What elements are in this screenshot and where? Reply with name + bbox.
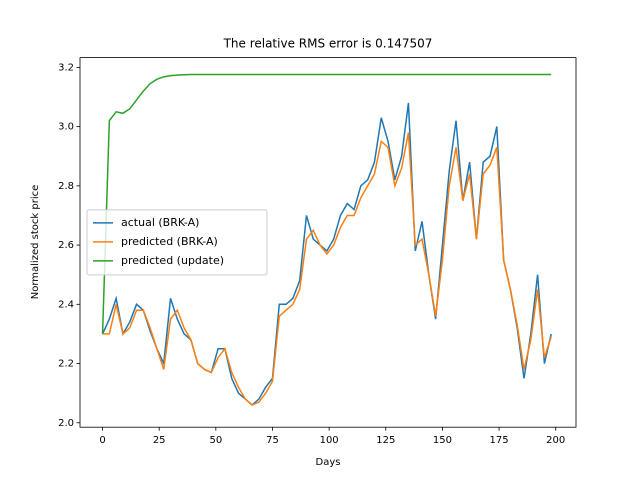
y-tick-label: 2.2 (58, 359, 74, 370)
y-tick-label: 3.2 (58, 62, 74, 73)
x-tick-label: 125 (376, 435, 395, 446)
chart-title: The relative RMS error is 0.147507 (223, 37, 433, 51)
y-tick-label: 2.6 (58, 240, 74, 251)
series-line (101, 73, 552, 334)
x-tick-label: 0 (99, 435, 105, 446)
x-tick-label: 100 (320, 435, 339, 446)
series-line (102, 132, 552, 406)
x-tick-label: 150 (433, 435, 452, 446)
x-tick-label: 175 (490, 435, 509, 446)
y-axis-label: Normalized stock price (30, 185, 41, 300)
y-tick-label: 2.4 (58, 299, 74, 310)
x-tick-label: 50 (209, 435, 222, 446)
legend-label: actual (BRK-A) (121, 216, 199, 229)
plot-frame (79, 57, 577, 428)
legend-box (86, 209, 268, 276)
x-tick-label: 75 (266, 435, 279, 446)
y-tick-label: 2.0 (58, 418, 74, 429)
y-tick-label: 2.8 (58, 181, 74, 192)
x-tick-label: 200 (546, 435, 565, 446)
x-tick-label: 25 (153, 435, 166, 446)
x-axis-label: Days (316, 457, 341, 468)
legend-label: predicted (BRK-A) (121, 235, 218, 248)
y-tick-label: 3.0 (58, 122, 74, 133)
legend-label: predicted (update) (121, 254, 224, 267)
